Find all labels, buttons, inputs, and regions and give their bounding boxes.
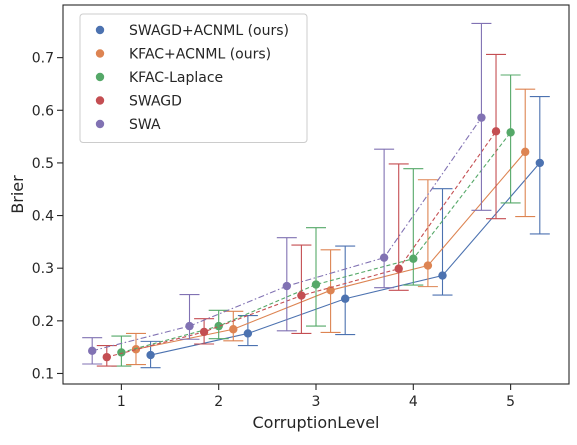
x-tick-label: 1 (117, 394, 126, 410)
data-point (423, 261, 433, 270)
legend-label: KFAC+ACNML (ours) (129, 47, 271, 63)
data-point (311, 280, 321, 289)
series-3 (96, 53, 507, 367)
data-point (379, 253, 389, 262)
data-point (297, 291, 306, 300)
legend-item-3: SWAGD (95, 94, 182, 110)
legend-item-0: SWAGD+ACNML (ours) (95, 23, 289, 39)
x-tick-label: 3 (312, 394, 321, 410)
data-point (535, 158, 545, 168)
series-0 (140, 96, 550, 369)
axes-layer: 0.1 0.2 0.3 0.4 0.5 0.6 0.7 1 2 3 4 5 (32, 4, 570, 410)
data-point (477, 113, 486, 122)
data-point (185, 321, 194, 331)
data-point (243, 329, 253, 338)
y-axis-label: Brier (8, 175, 27, 214)
data-point (214, 321, 223, 331)
series-line (121, 132, 512, 353)
legend-item-1: KFAC+ACNML (ours) (95, 47, 271, 63)
data-point (282, 281, 292, 291)
y-tick-label: 0.7 (32, 51, 54, 67)
data-point (491, 127, 501, 136)
data-point (340, 294, 350, 303)
y-tick-label: 0.5 (32, 156, 54, 172)
y-tick-label: 0.3 (32, 261, 54, 277)
data-point (131, 345, 141, 354)
data-point (409, 254, 418, 263)
legend-label: SWA (129, 117, 161, 133)
x-tick-label: 2 (214, 394, 223, 410)
y-tick-label: 0.4 (32, 209, 54, 225)
data-point (229, 325, 238, 334)
legend-label: KFAC-Laplace (129, 70, 223, 86)
x-tick-label: 4 (409, 394, 418, 410)
legend: SWAGD+ACNML (ours) KFAC+ACNML (ours) KFAC-… (79, 13, 308, 143)
legend-item-2: KFAC-Laplace (95, 70, 223, 86)
data-point (506, 128, 515, 137)
data-point (87, 346, 97, 356)
y-tick-label: 0.1 (32, 366, 54, 382)
legend-marker (95, 49, 105, 58)
legend-marker (95, 119, 105, 129)
y-tick-label: 0.2 (32, 314, 54, 330)
series-layer (82, 22, 550, 369)
series-4 (82, 22, 492, 365)
series-1 (125, 88, 536, 366)
data-point (521, 147, 530, 157)
legend-item-4: SWA (95, 117, 161, 133)
legend-box (79, 13, 308, 143)
data-point (199, 327, 209, 337)
legend-label: SWAGD (129, 94, 182, 110)
x-axis-label: CorruptionLevel (252, 413, 379, 432)
data-point (326, 286, 335, 295)
y-tick-label: 0.6 (32, 103, 54, 119)
data-point (117, 348, 126, 357)
data-point (394, 264, 403, 273)
data-point (438, 271, 447, 280)
data-point (102, 352, 111, 362)
legend-label: SWAGD+ACNML (ours) (129, 23, 289, 39)
legend-marker (95, 25, 105, 35)
legend-marker (95, 96, 105, 105)
data-point (146, 350, 155, 360)
series-2 (111, 74, 521, 367)
x-tick-label: 5 (506, 394, 515, 410)
legend-marker (95, 72, 105, 82)
